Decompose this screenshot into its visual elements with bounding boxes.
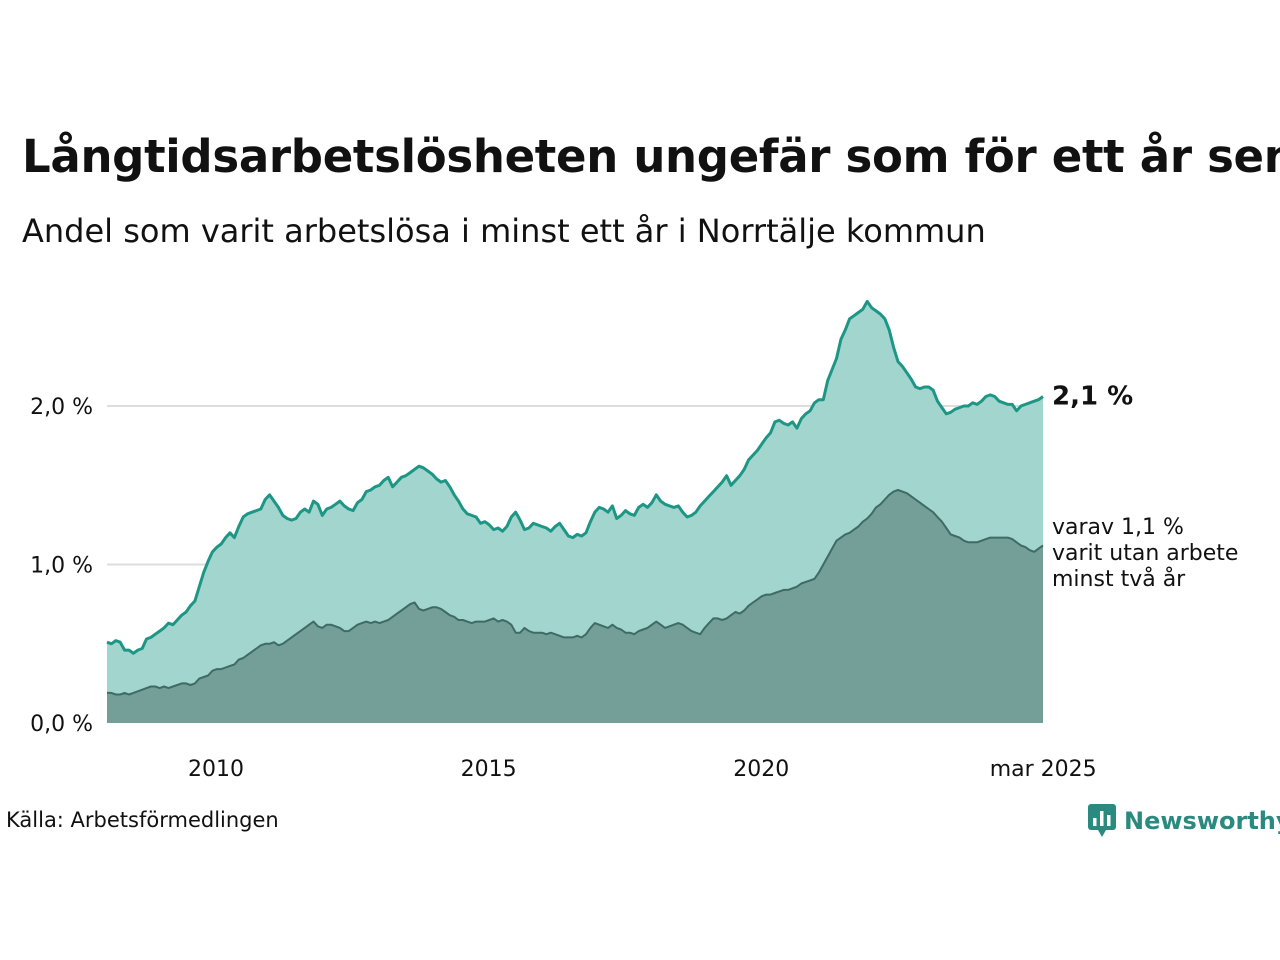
x-tick-label: 2015	[461, 757, 517, 782]
chart-title: Långtidsarbetslösheten ungefär som för e…	[22, 130, 1280, 183]
chart-areas	[106, 299, 1044, 723]
area-over_two_years	[107, 490, 1043, 723]
bar-chart-logo-icon	[1088, 804, 1116, 837]
line-total	[106, 299, 1044, 655]
chart-subtitle: Andel som varit arbetslösa i minst ett å…	[22, 212, 986, 250]
total-value-label: 2,1 %	[1052, 381, 1133, 411]
area-chart: 0,0 % 1,0 % 2,0 % 2010 2015 2020 mar 2025 2,1 …	[30, 299, 1238, 782]
source-note: Källa: Arbetsförmedlingen	[6, 808, 279, 832]
brand-name: Newsworthy	[1124, 807, 1280, 835]
line-over_two_years	[107, 489, 1044, 696]
y-tick-label: 2,0 %	[30, 395, 93, 420]
y-tick-label: 1,0 %	[30, 554, 93, 579]
subseries-label-line: varit utan arbete	[1052, 541, 1238, 566]
y-tick-label: 0,0 %	[30, 712, 93, 737]
x-tick-label: 2020	[733, 757, 789, 782]
x-tick-label: mar 2025	[990, 757, 1097, 782]
axis-labels: 0,0 % 1,0 % 2,0 % 2010 2015 2020 mar 2025	[30, 395, 1097, 782]
x-tick-label: 2010	[188, 757, 244, 782]
subseries-label-line: minst två år	[1052, 566, 1186, 592]
brand-logo: Newsworthy	[1088, 804, 1280, 838]
subseries-label-line: varav 1,1 %	[1052, 515, 1184, 540]
